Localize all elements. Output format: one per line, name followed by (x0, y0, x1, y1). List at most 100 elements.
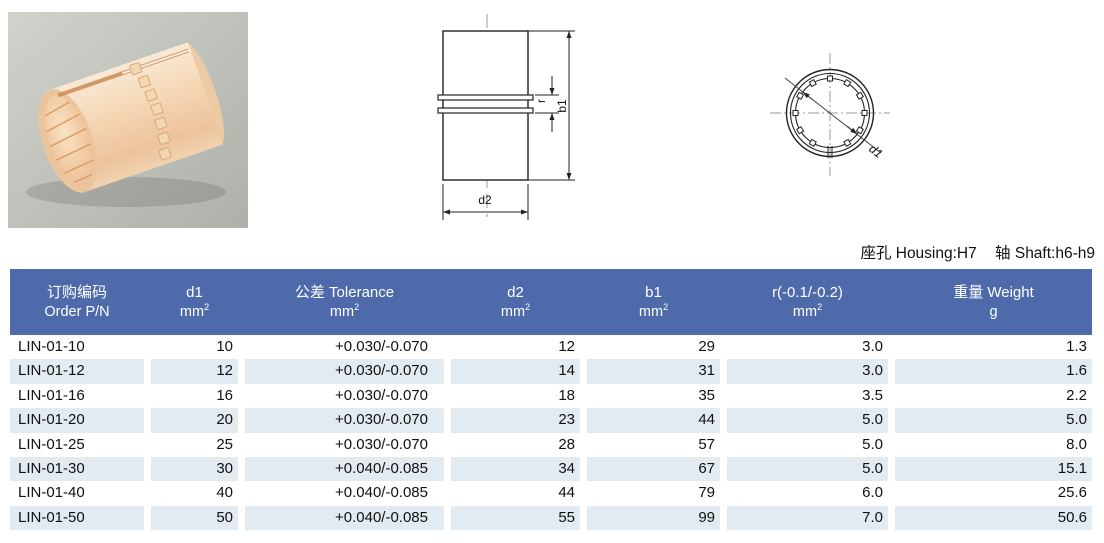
table-row: LIN-01-20 20 +0.030/-0.070 23 44 5.0 5.0 (10, 408, 1092, 433)
column-unit: mm (638, 303, 664, 320)
column-unit-sup: 2 (663, 301, 669, 312)
table-row: LIN-01-10 10 +0.030/-0.070 12 29 3.0 1.3 (10, 335, 1092, 359)
column-title: b1 (645, 283, 662, 301)
value-cell: 44 (587, 408, 720, 433)
value-cell: +0.030/-0.070 (335, 338, 428, 355)
value-cell: +0.030/-0.070 (245, 408, 444, 433)
front-view-drawing: d1 (770, 53, 890, 176)
value-cell: 14 (451, 359, 580, 384)
d2-dimension-label: d2 (478, 193, 492, 207)
column-unit-sup: 2 (817, 301, 823, 312)
ridge-band (129, 62, 172, 161)
table-row: LIN-01-25 25 +0.030/-0.070 28 57 5.0 8.0 (10, 433, 1092, 457)
column-unit-sup: 2 (525, 301, 531, 312)
d2-dimension (442, 184, 529, 220)
value-cell: 99 (587, 505, 720, 531)
order-pn-cell: LIN-01-12 (10, 359, 144, 384)
value-cell: 5.0 (862, 435, 883, 453)
value-cell: 8.0 (1066, 435, 1087, 453)
column-unit: g (895, 302, 1092, 321)
value-cell: 12 (558, 338, 575, 355)
value-cell: 1.3 (1066, 338, 1087, 355)
column-header-2: 公差 Tolerance mm2 (245, 283, 444, 322)
column-subtitle: Order P/N (44, 303, 110, 320)
column-unit: mm2 (451, 302, 580, 321)
value-cell: 7.0 (727, 505, 888, 531)
order-pn-cell: LIN-01-25 (18, 435, 85, 453)
outer-circle (785, 68, 875, 158)
slit-marks (827, 146, 833, 158)
column-title: r(-0.1/-0.2) (772, 283, 843, 301)
table-row: LIN-01-40 40 +0.040/-0.085 44 79 6.0 25.6 (10, 481, 1092, 505)
table-body: LIN-01-10 10 +0.030/-0.070 12 29 3.0 1.3 LIN-01… (10, 335, 1092, 531)
column-unit: mm2 (587, 302, 720, 321)
order-pn-cell: LIN-01-50 (10, 505, 144, 531)
column-unit: mm (329, 303, 355, 320)
table-header-row: 订购编码 Order P/N d1 mm2 公差 Tolerance mm2 d2 mm2 b1… (10, 269, 1092, 335)
product-photo (8, 12, 248, 228)
column-unit: g (989, 303, 998, 320)
column-unit-sup: 2 (354, 301, 360, 312)
d1-dimension-label: d1 (866, 142, 885, 161)
inner-ring-circle (789, 72, 871, 154)
value-cell: 10 (216, 338, 233, 355)
column-unit: mm2 (727, 302, 888, 321)
value-cell: 23 (451, 408, 580, 433)
value-cell: 5.0 (895, 408, 1092, 433)
b1-dimension (528, 30, 575, 181)
value-cell: 3.0 (862, 338, 883, 355)
column-unit: Order P/N (10, 302, 144, 321)
value-cell: 3.0 (727, 359, 888, 384)
ridge-band-upper (437, 94, 534, 101)
shaft-fit-text: 轴 Shaft:h6-h9 (995, 245, 1095, 262)
column-unit: mm (792, 303, 818, 320)
value-cell: +0.040/-0.085 (335, 484, 428, 502)
value-cell: 31 (587, 359, 720, 384)
column-unit-sup: 2 (204, 301, 210, 312)
value-cell: +0.040/-0.085 (245, 456, 444, 482)
bore-teeth (792, 75, 868, 147)
value-cell: 3.5 (862, 386, 883, 404)
value-cell: 67 (587, 456, 720, 482)
value-cell: 40 (216, 484, 233, 502)
spec-table: 订购编码 Order P/N d1 mm2 公差 Tolerance mm2 d2 mm2 b1… (10, 269, 1092, 531)
order-pn-cell: LIN-01-16 (18, 386, 85, 404)
housing-fit-text: 座孔 Housing:H7 (860, 245, 977, 262)
value-cell: 34 (451, 456, 580, 482)
value-cell: 57 (698, 435, 715, 453)
value-cell: 5.0 (727, 456, 888, 482)
order-pn-cell: LIN-01-30 (10, 456, 144, 482)
bushing-body-outline (442, 30, 529, 181)
value-cell: 5.0 (727, 408, 888, 433)
value-cell: 55 (451, 505, 580, 531)
value-cell: 50.6 (895, 505, 1092, 531)
value-cell: 29 (698, 338, 715, 355)
value-cell: 18 (558, 386, 575, 404)
value-cell: 20 (151, 408, 238, 433)
value-cell: 6.0 (862, 484, 883, 502)
value-cell: 15.1 (895, 456, 1092, 482)
column-title: 订购编码 (46, 283, 107, 301)
bushing-bore (45, 95, 94, 186)
column-unit: mm (179, 303, 205, 320)
column-unit: mm (500, 303, 526, 320)
value-cell: 1.6 (895, 359, 1092, 384)
value-cell: 12 (151, 359, 238, 384)
table-row: LIN-01-12 12 +0.030/-0.070 14 31 3.0 1.6 (10, 359, 1092, 384)
value-cell: +0.030/-0.070 (245, 359, 444, 384)
photo-shadow (26, 177, 226, 207)
value-cell: 28 (558, 435, 575, 453)
b1-dimension-label: b1 (555, 99, 569, 113)
table-row: LIN-01-50 50 +0.040/-0.085 55 99 7.0 50.6 (10, 505, 1092, 531)
fit-note: 座孔 Housing:H7 轴 Shaft:h6-h9 (860, 241, 1095, 263)
column-title: d2 (507, 283, 524, 301)
column-title: 公差 Tolerance (294, 283, 395, 301)
column-header-6: 重量 Weight g (895, 283, 1092, 322)
column-title: 重量 Weight (953, 283, 1034, 301)
column-header-1: d1 mm2 (151, 283, 238, 322)
table-row: LIN-01-30 30 +0.040/-0.085 34 67 5.0 15.1 (10, 456, 1092, 482)
value-cell: 2.2 (1066, 386, 1087, 404)
table-row: LIN-01-16 16 +0.030/-0.070 18 35 3.5 2.2 (10, 384, 1092, 408)
column-header-0: 订购编码 Order P/N (10, 283, 144, 322)
